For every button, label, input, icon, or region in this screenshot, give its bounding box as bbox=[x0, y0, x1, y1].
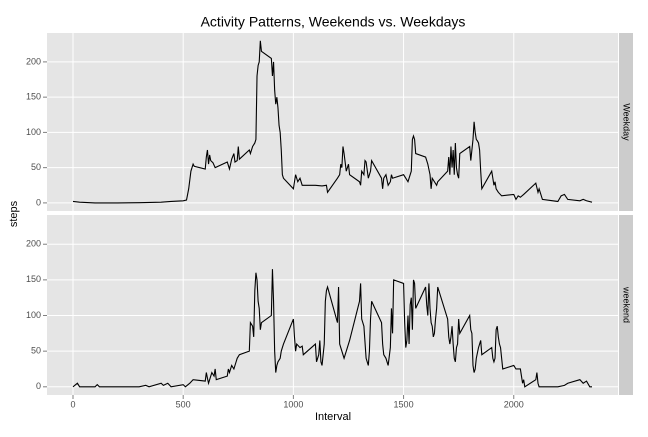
x-tick-label: 0 bbox=[70, 399, 75, 409]
x-tick-label: 1000 bbox=[283, 399, 303, 409]
y-tick-label: 0 bbox=[36, 197, 41, 207]
y-tick-label: 200 bbox=[26, 239, 41, 249]
chart-title: Activity Patterns, Weekends vs. Weekdays bbox=[201, 14, 466, 30]
y-tick-label: 50 bbox=[31, 346, 41, 356]
facet-strip-label: Weekday bbox=[622, 103, 632, 141]
y-axis-label: steps bbox=[8, 200, 20, 227]
facet-strip bbox=[619, 215, 633, 395]
facet-strip bbox=[619, 33, 633, 211]
y-tick-label: 150 bbox=[26, 92, 41, 102]
facet-strip-label: weekend bbox=[622, 286, 632, 323]
y-tick-label: 200 bbox=[26, 56, 41, 66]
x-tick-label: 2000 bbox=[504, 399, 524, 409]
x-axis-label: Interval bbox=[315, 411, 351, 423]
y-tick-label: 50 bbox=[31, 162, 41, 172]
panel-background bbox=[47, 33, 618, 211]
y-tick-label: 150 bbox=[26, 274, 41, 284]
series-line bbox=[72, 40, 593, 204]
y-tick-label: 100 bbox=[26, 310, 41, 320]
series-line bbox=[72, 269, 592, 388]
y-tick-label: 0 bbox=[36, 381, 41, 391]
y-tick-label: 100 bbox=[26, 127, 41, 137]
x-tick-label: 500 bbox=[176, 399, 191, 409]
x-tick-label: 1500 bbox=[394, 399, 414, 409]
